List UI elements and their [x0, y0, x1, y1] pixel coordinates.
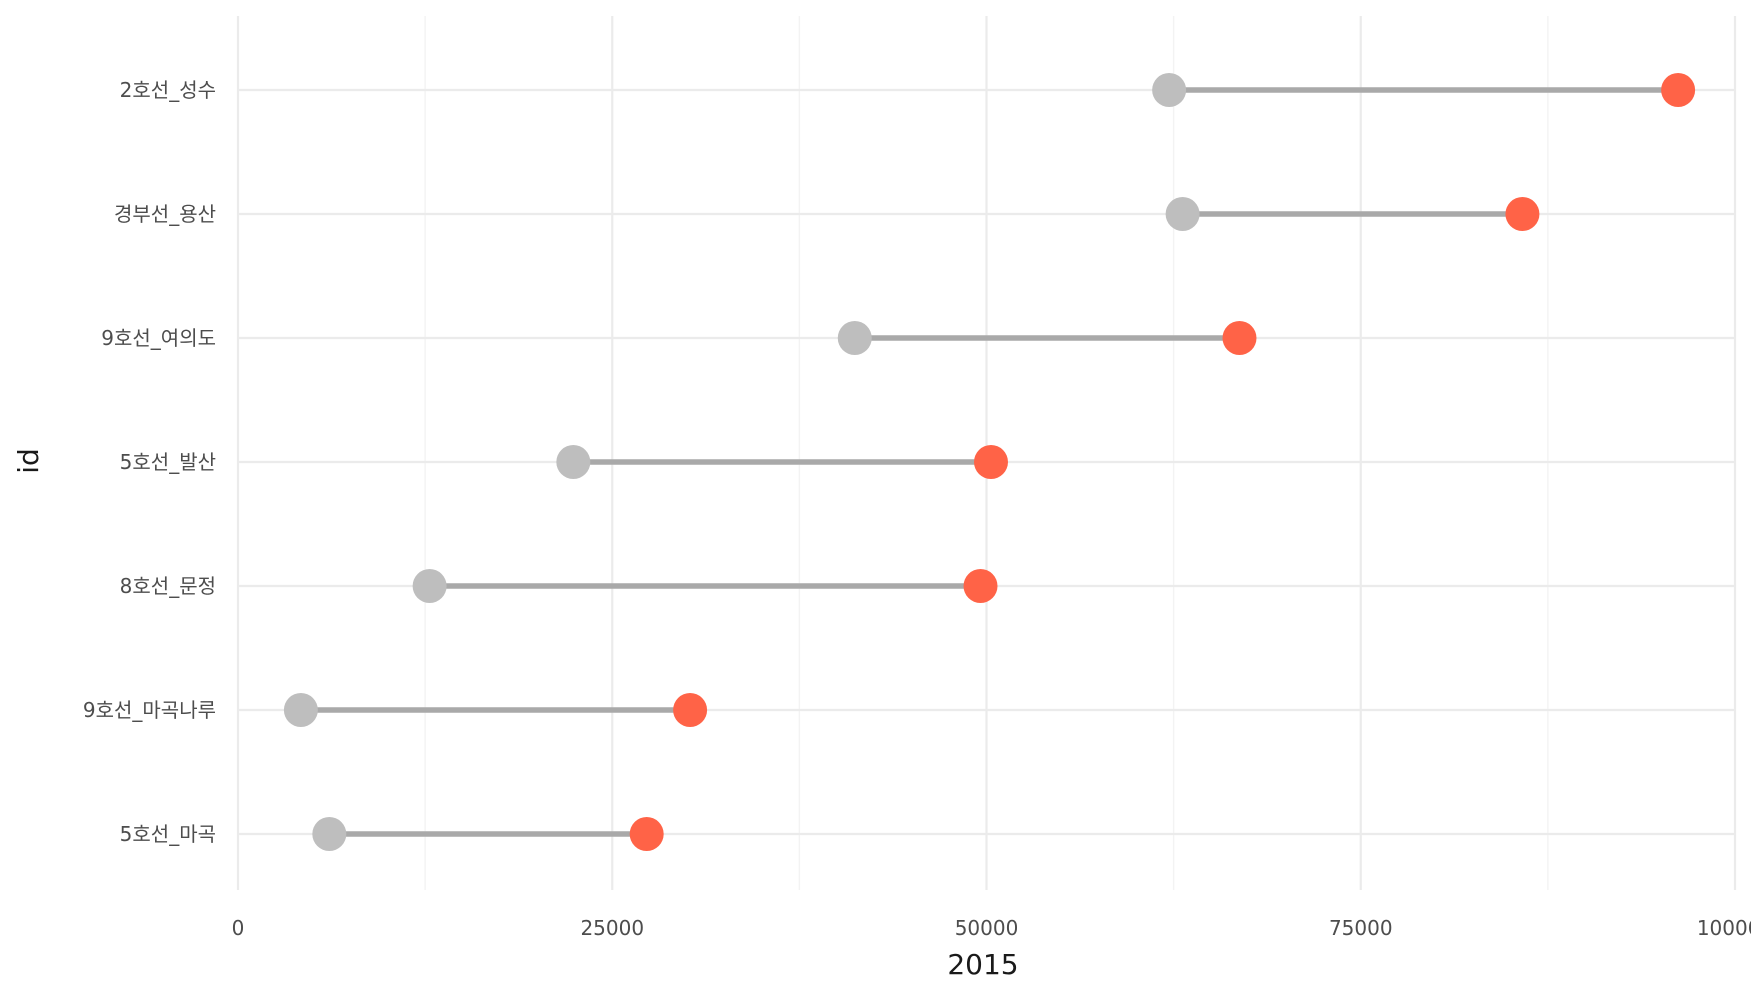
y-tick-label: 경부선_용산 [114, 202, 216, 226]
x-tick-label: 0 [232, 916, 245, 940]
end-point [673, 693, 708, 727]
start-point [1152, 73, 1187, 107]
start-point [556, 445, 591, 479]
y-tick-label: 9호선_여의도 [101, 326, 216, 350]
x-tick-label: 25000 [580, 916, 644, 940]
start-point [837, 321, 872, 355]
point-layer [283, 73, 1696, 851]
segment-layer [300, 87, 1679, 837]
x-tick-label: 100000 [1697, 916, 1751, 940]
end-point [973, 445, 1008, 479]
end-point [1505, 197, 1540, 231]
start-point [1165, 197, 1200, 231]
start-point [412, 569, 447, 603]
x-tick-label: 50000 [955, 916, 1019, 940]
x-tick-label: 75000 [1329, 916, 1393, 940]
y-axis-title: id [12, 448, 45, 474]
y-tick-label: 2호선_성수 [120, 78, 216, 102]
x-axis-title: 2015 [947, 948, 1018, 981]
y-tick-label: 8호선_문정 [120, 574, 216, 598]
start-point [283, 693, 318, 727]
y-tick-label: 9호선_마곡나루 [83, 698, 216, 722]
end-point [1661, 73, 1696, 107]
end-point [963, 569, 998, 603]
y-tick-label: 5호선_마곡 [120, 822, 216, 846]
end-point [1222, 321, 1257, 355]
y-tick-label: 5호선_발산 [120, 450, 216, 474]
start-point [312, 817, 347, 851]
end-point [629, 817, 664, 851]
